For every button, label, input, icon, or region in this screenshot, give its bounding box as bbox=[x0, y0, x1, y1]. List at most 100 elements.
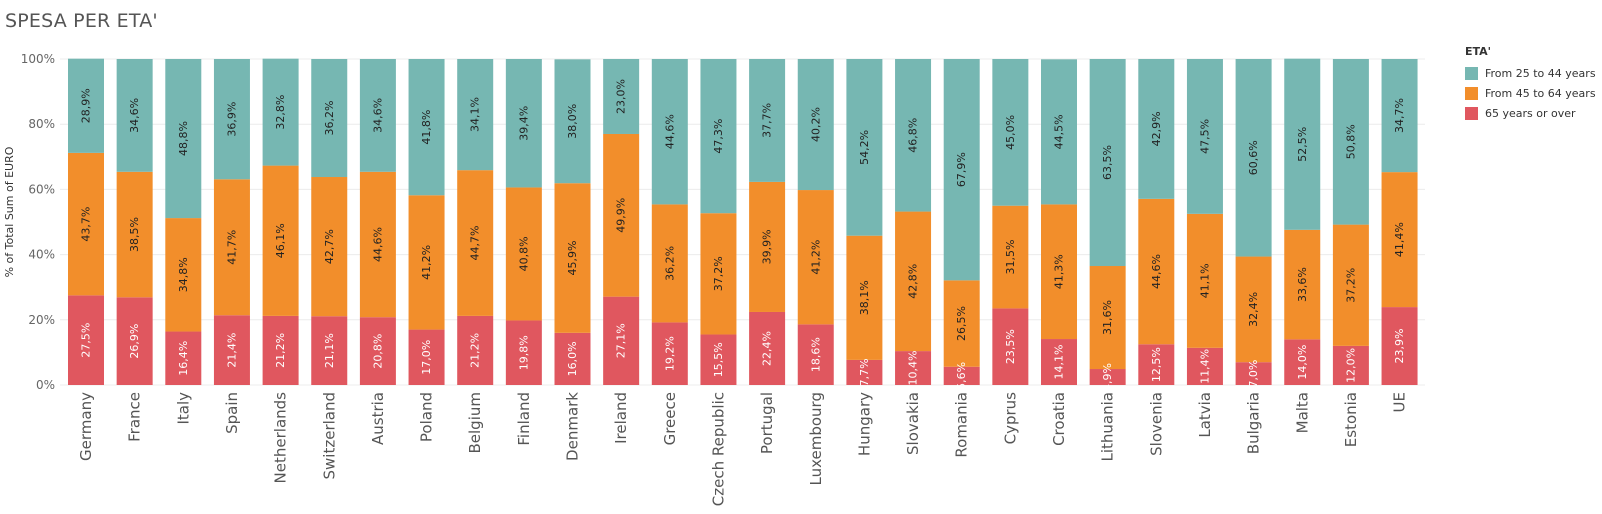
x-tick-label: Bulgaria bbox=[1245, 392, 1263, 454]
data-label: 42,8% bbox=[907, 264, 920, 299]
data-label: 54,2% bbox=[858, 130, 871, 165]
x-tick-label: Cyprus bbox=[1001, 392, 1019, 445]
bar-segment bbox=[359, 59, 396, 172]
data-label: 19,2% bbox=[663, 336, 676, 371]
data-label: 42,9% bbox=[1150, 111, 1163, 146]
data-label: 14,1% bbox=[1053, 345, 1066, 380]
data-label: 17,0% bbox=[420, 340, 433, 375]
data-label: 34,8% bbox=[177, 257, 190, 292]
bar-segment bbox=[408, 329, 445, 385]
bar-segment bbox=[213, 315, 250, 385]
bar-segment bbox=[1089, 369, 1126, 385]
bar-segment bbox=[651, 322, 688, 385]
data-label: 16,4% bbox=[177, 341, 190, 376]
x-tick-label: Austria bbox=[369, 392, 387, 445]
data-label: 23,5% bbox=[1004, 329, 1017, 364]
bar-segment bbox=[408, 59, 445, 196]
y-tick-label: 80% bbox=[28, 117, 55, 131]
bars bbox=[68, 58, 1418, 385]
data-label: 11,4% bbox=[1198, 349, 1211, 384]
bar-segment bbox=[311, 59, 348, 178]
bar-segment bbox=[1041, 59, 1077, 205]
y-tick-label: 100% bbox=[21, 52, 55, 66]
bar-segment bbox=[1089, 59, 1126, 267]
x-tick-label: Poland bbox=[418, 392, 436, 442]
bar-segment bbox=[262, 58, 299, 166]
bar-segment bbox=[1332, 59, 1369, 225]
bar-segment bbox=[992, 308, 1029, 385]
bar-segment bbox=[1186, 213, 1223, 348]
data-label: 46,1% bbox=[274, 223, 287, 258]
bar-segment bbox=[68, 152, 104, 296]
data-label: 31,5% bbox=[1004, 240, 1017, 275]
x-tick-label: Ireland bbox=[612, 392, 630, 444]
bar-segment bbox=[992, 59, 1029, 206]
legend-item[interactable]: From 45 to 64 years bbox=[1465, 83, 1596, 103]
bar-segment bbox=[1138, 344, 1175, 385]
bar-segment bbox=[1186, 347, 1223, 385]
data-label: 20,8% bbox=[371, 334, 384, 369]
bar-segment bbox=[165, 218, 202, 332]
bar-segment bbox=[1041, 339, 1077, 385]
data-label: 44,5% bbox=[1053, 114, 1066, 149]
bar-segment bbox=[895, 351, 932, 385]
bar-segment bbox=[359, 171, 396, 318]
legend-item[interactable]: 65 years or over bbox=[1465, 103, 1596, 123]
bar-segment bbox=[262, 165, 299, 316]
data-label: 33,6% bbox=[1296, 267, 1309, 302]
bar-segment bbox=[797, 59, 834, 191]
data-label: 26,5% bbox=[955, 306, 968, 341]
data-label: 60,6% bbox=[1247, 140, 1260, 175]
data-label: 38,1% bbox=[858, 280, 871, 315]
x-tick-label: Croatia bbox=[1050, 392, 1068, 446]
bar-segment bbox=[213, 179, 250, 316]
bar-segment bbox=[943, 280, 980, 367]
bar-segment bbox=[700, 334, 737, 385]
bar-segment bbox=[749, 311, 786, 385]
data-label: 41,1% bbox=[1198, 263, 1211, 298]
data-label: 12,0% bbox=[1344, 348, 1357, 383]
y-tick-label: 40% bbox=[28, 248, 55, 262]
bar-segment bbox=[1284, 339, 1321, 385]
bar-segment bbox=[846, 359, 883, 385]
bar-segment bbox=[749, 181, 786, 312]
data-label: 5,6% bbox=[955, 362, 968, 390]
x-tick-label: Czech Republic bbox=[709, 392, 727, 506]
bar-segment bbox=[651, 204, 688, 323]
legend-item[interactable]: From 25 to 44 years bbox=[1465, 63, 1596, 83]
bar-segment bbox=[603, 296, 640, 385]
data-label: 44,7% bbox=[469, 226, 482, 261]
data-label: 21,2% bbox=[469, 333, 482, 368]
bar-segment bbox=[68, 58, 104, 153]
data-label: 48,8% bbox=[177, 121, 190, 156]
x-tick-label: Slovenia bbox=[1147, 392, 1165, 456]
data-label: 40,8% bbox=[517, 236, 530, 271]
bar-segment bbox=[992, 205, 1029, 309]
data-label: 36,2% bbox=[663, 246, 676, 281]
legend-label: From 45 to 64 years bbox=[1485, 86, 1596, 100]
bar-segment bbox=[1235, 59, 1272, 257]
x-tick-label: Denmark bbox=[564, 392, 582, 461]
data-label: 36,9% bbox=[225, 102, 238, 137]
data-label: 23,0% bbox=[615, 79, 628, 114]
x-tick-label: Spain bbox=[223, 392, 241, 434]
data-label: 41,4% bbox=[1393, 222, 1406, 257]
x-tick-label: Malta bbox=[1293, 392, 1311, 433]
x-tick-label: Romania bbox=[953, 392, 971, 458]
legend-items: From 25 to 44 years From 45 to 64 years 65… bbox=[1465, 63, 1596, 123]
bar-segment bbox=[895, 59, 932, 212]
bar-segment bbox=[311, 177, 348, 317]
x-tick-label: Belgium bbox=[466, 392, 484, 454]
legend: ETA' From 25 to 44 years From 45 to 64 ye… bbox=[1465, 45, 1596, 123]
data-label: 38,0% bbox=[566, 104, 579, 139]
data-label: 21,1% bbox=[323, 333, 336, 368]
data-label: 41,7% bbox=[225, 230, 238, 265]
x-tick-label: Finland bbox=[515, 392, 533, 446]
bar-segment bbox=[1235, 362, 1272, 385]
data-label: 45,9% bbox=[566, 241, 579, 276]
data-label: 41,8% bbox=[420, 110, 433, 145]
data-label: 32,4% bbox=[1247, 292, 1260, 327]
y-axis-label: % of Total Sum of EURO bbox=[3, 146, 16, 277]
data-label: 37,2% bbox=[1344, 268, 1357, 303]
